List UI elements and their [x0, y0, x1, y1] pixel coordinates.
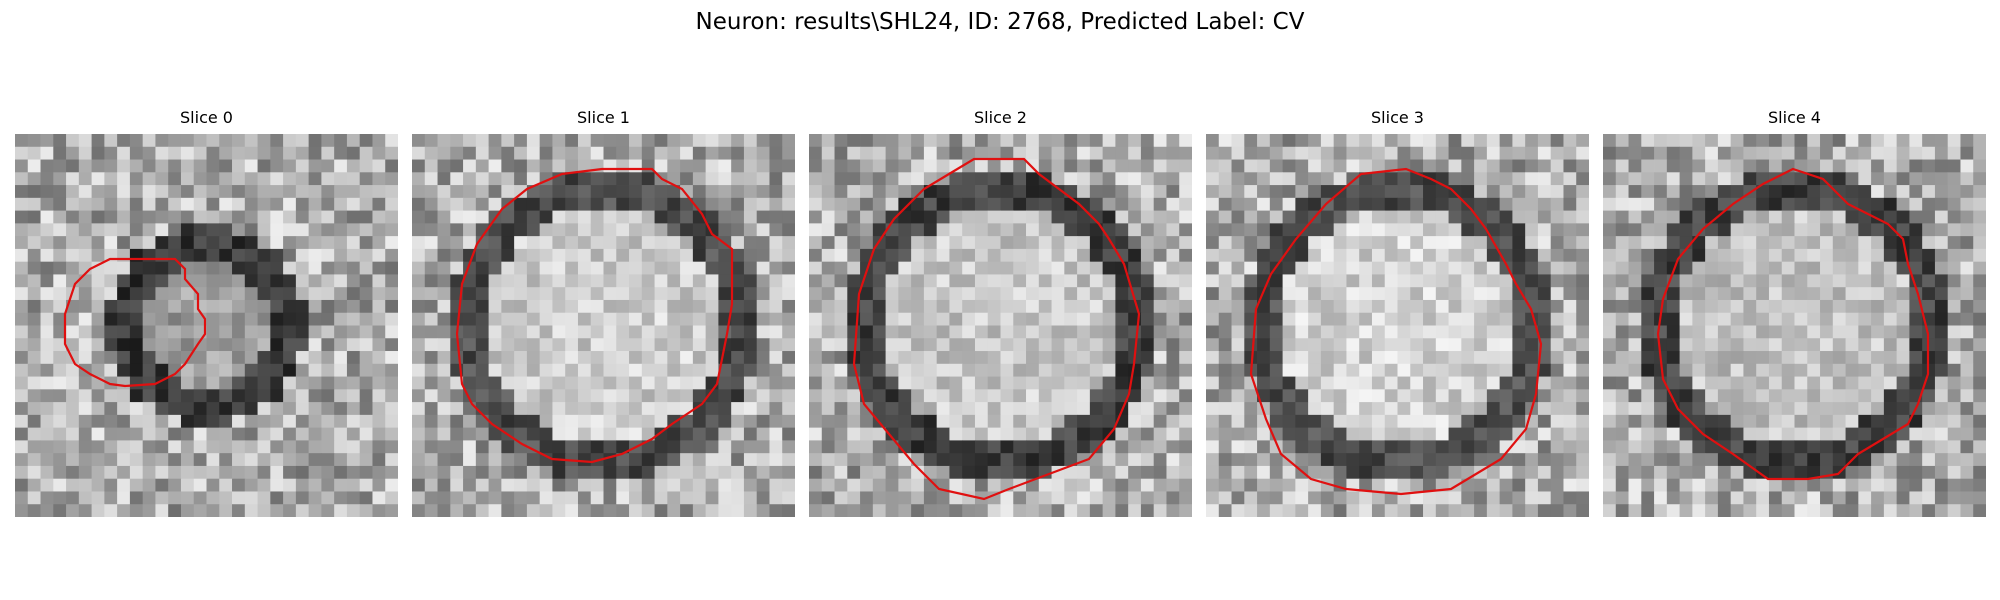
- slice-title: Slice 3: [1371, 108, 1424, 127]
- figure-title: Neuron: results\SHL24, ID: 2768, Predict…: [695, 9, 1305, 35]
- slice-title: Slice 2: [974, 108, 1027, 127]
- slice-title: Slice 4: [1768, 108, 1821, 127]
- slice-panel-0: Slice 0: [15, 108, 398, 517]
- slice-image: [1603, 134, 1986, 517]
- slice-title: Slice 0: [180, 108, 233, 127]
- segmentation-contour: [63, 257, 207, 388]
- slice-panel-4: Slice 4: [1603, 108, 1986, 517]
- slice-image: [412, 134, 795, 517]
- slice-title: Slice 1: [577, 108, 630, 127]
- slice-panel-2: Slice 2: [809, 108, 1192, 517]
- slice-image: [15, 134, 398, 517]
- slice-panel-1: Slice 1: [412, 108, 795, 517]
- grayscale-pixels: [1603, 134, 1986, 517]
- grayscale-pixels: [412, 134, 795, 517]
- grayscale-pixels: [1206, 134, 1589, 517]
- slice-image: [1206, 134, 1589, 517]
- slice-panel-3: Slice 3: [1206, 108, 1589, 517]
- segmentation-contour: [455, 167, 734, 464]
- segmentation-contour: [852, 157, 1141, 501]
- grayscale-pixels: [15, 134, 398, 517]
- slice-image: [809, 134, 1192, 517]
- segmentation-contour: [1249, 167, 1543, 496]
- segmentation-contour: [1656, 167, 1930, 481]
- grayscale-pixels: [809, 134, 1192, 517]
